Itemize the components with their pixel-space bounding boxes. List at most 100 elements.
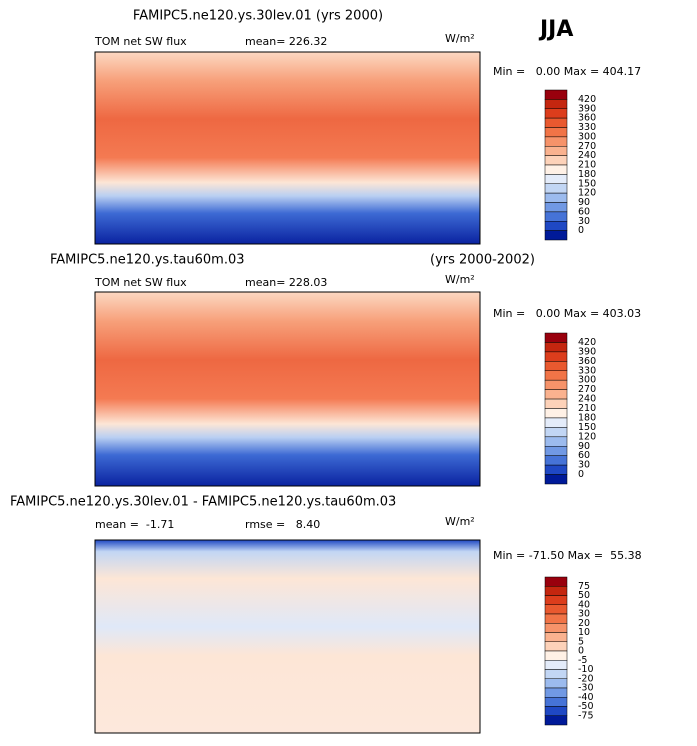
colorbar-swatch — [544, 389, 568, 400]
colorbar-label: 60 — [578, 206, 590, 217]
colorbar-swatch — [544, 623, 568, 633]
stat-label: rmse = 8.40 — [245, 518, 320, 531]
colorbar-swatch — [544, 650, 568, 661]
colorbar-label: 150 — [578, 178, 596, 189]
colorbar-swatch — [544, 446, 568, 456]
range-label: Min = 0.00 Max = 404.17 — [493, 65, 641, 78]
colorbar-label: 270 — [578, 141, 596, 152]
units-label: W/m² — [445, 32, 475, 45]
field-label: TOM net SW flux — [94, 35, 187, 48]
colorbar-label: 150 — [578, 422, 596, 433]
colorbar-swatch — [544, 361, 568, 371]
range-label: Min = 0.00 Max = 403.03 — [493, 307, 641, 320]
colorbar-label: 0 — [578, 225, 584, 236]
colorbar-label: 330 — [578, 365, 596, 376]
units-label: W/m² — [445, 273, 475, 286]
colorbar-label: -40 — [578, 692, 594, 703]
colorbar-swatch — [544, 697, 568, 707]
colorbar-swatch — [544, 164, 568, 175]
colorbar-swatch — [544, 117, 568, 128]
colorbar-swatch — [544, 108, 568, 119]
colorbar-swatch — [544, 632, 568, 642]
panel-title: FAMIPC5.ne120.ys.tau60m.03 — [50, 253, 245, 268]
colorbar-swatch — [544, 370, 568, 381]
colorbar-label: 420 — [578, 94, 596, 105]
colorbar-label: 180 — [578, 169, 596, 180]
colorbar-label: -10 — [578, 664, 594, 675]
colorbar-label: 10 — [578, 627, 590, 638]
colorbar-swatch — [544, 332, 568, 343]
colorbar-label: 60 — [578, 450, 590, 461]
colorbar-label: -20 — [578, 673, 594, 684]
colorbar-swatch — [544, 230, 568, 241]
colorbar-label: 180 — [578, 412, 596, 423]
colorbar-label: -30 — [578, 683, 594, 694]
colorbar-label: 30 — [578, 460, 590, 471]
colorbar-swatch — [544, 136, 568, 147]
colorbar-label: 240 — [578, 150, 596, 161]
colorbar-label: 90 — [578, 441, 590, 452]
colorbar-swatch — [544, 641, 568, 652]
colorbar-swatch — [544, 99, 568, 109]
colorbar-label: -5 — [578, 655, 587, 666]
colorbar-swatch — [544, 576, 568, 587]
colorbar-swatch — [544, 687, 568, 698]
colorbar-swatch — [544, 678, 568, 689]
colorbar-swatch — [544, 174, 568, 184]
map — [94, 51, 481, 245]
colorbar-swatch — [544, 604, 568, 615]
colorbar-label: 0 — [578, 646, 584, 657]
colorbar-swatch — [544, 669, 568, 679]
colorbar-swatch — [544, 715, 568, 726]
colorbar-label: 75 — [578, 581, 590, 592]
colorbar-swatch — [544, 146, 568, 156]
field-label: TOM net SW flux — [94, 276, 187, 289]
colorbar-swatch — [544, 436, 568, 447]
colorbar-label: 40 — [578, 599, 590, 610]
years-label: (yrs 2000-2002) — [430, 253, 535, 268]
colorbar-swatch — [544, 202, 568, 213]
colorbar-swatch — [544, 351, 568, 362]
panel-title: FAMIPC5.ne120.ys.30lev.01 (yrs 2000) — [133, 9, 383, 24]
colorbar-swatch — [544, 595, 568, 605]
colorbar-swatch — [544, 342, 568, 353]
colorbar-swatch — [544, 427, 568, 438]
colorbar-swatch — [544, 221, 568, 231]
stat-label: mean = -1.71 — [95, 518, 174, 531]
range-label: Min = -71.50 Max = 55.38 — [493, 549, 642, 562]
colorbar-swatch — [544, 417, 568, 428]
colorbar-label: 210 — [578, 160, 596, 171]
colorbar-swatch — [544, 211, 568, 222]
colorbar-label: 420 — [578, 337, 596, 348]
map — [94, 291, 481, 487]
colorbar-swatch — [544, 379, 568, 390]
colorbar-swatch — [544, 398, 568, 409]
colorbar-label: 300 — [578, 131, 596, 142]
colorbar-swatch — [544, 464, 568, 475]
stat-label: mean= 228.03 — [245, 276, 327, 289]
colorbar-label: 390 — [578, 346, 596, 357]
season-label: JJA — [538, 17, 573, 42]
colorbar-label: 30 — [578, 609, 590, 620]
colorbar-label: 240 — [578, 394, 596, 405]
colorbar-swatch — [544, 89, 568, 100]
colorbar-label: 120 — [578, 188, 596, 199]
colorbar-label: 270 — [578, 384, 596, 395]
colorbar-label: 90 — [578, 197, 590, 208]
colorbar-label: 20 — [578, 618, 590, 629]
colorbar-swatch — [544, 613, 568, 624]
colorbar-label: 360 — [578, 113, 596, 124]
units-label: W/m² — [445, 515, 475, 528]
stat-label: mean= 226.32 — [245, 35, 327, 48]
colorbar-label: 390 — [578, 103, 596, 114]
colorbar-label: 5 — [578, 636, 584, 647]
colorbar-swatch — [544, 127, 568, 138]
colorbar-label: 360 — [578, 356, 596, 367]
colorbar-swatch — [544, 408, 568, 419]
colorbar-swatch — [544, 660, 568, 670]
colorbar-label: 50 — [578, 590, 590, 601]
colorbar-swatch — [544, 706, 568, 716]
colorbar-swatch — [544, 474, 568, 485]
